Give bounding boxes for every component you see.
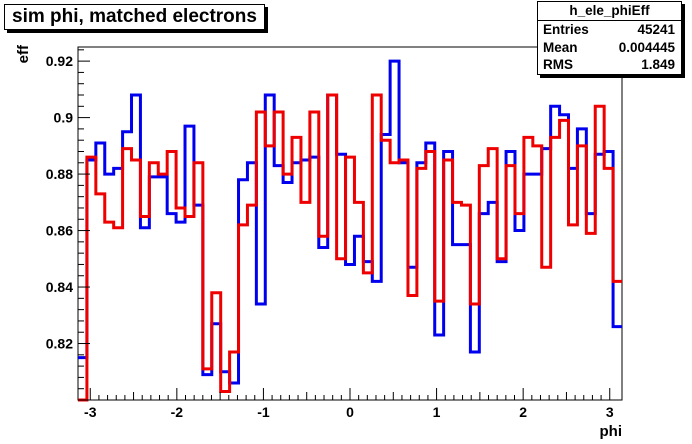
stats-name: h_ele_phiEff (538, 2, 681, 21)
y-tick-label: 0.92 (46, 53, 73, 69)
stats-box: h_ele_phiEff Entries 45241 Mean 0.004445… (537, 1, 682, 75)
x-tick-label: 0 (346, 404, 354, 420)
chart-title: sim phi, matched electrons (4, 4, 265, 30)
stats-mean-label: Mean (543, 39, 578, 55)
series-layer (78, 59, 622, 402)
stats-mean-value: 0.004445 (618, 39, 675, 55)
y-axis-label: eff (15, 44, 32, 63)
x-tick-label: -3 (84, 404, 97, 420)
x-axis-label: phi (600, 423, 623, 440)
stats-row-mean: Mean 0.004445 (538, 39, 681, 57)
stats-row-rms: RMS 1.849 (538, 56, 681, 74)
y-tick-label: 0.9 (54, 110, 74, 126)
x-tick-label: -1 (257, 404, 270, 420)
x-tick-label: 1 (433, 404, 441, 420)
stats-entries-label: Entries (543, 22, 589, 37)
y-tick-label: 0.82 (46, 336, 73, 352)
stats-rms-value: 1.849 (641, 57, 675, 72)
y-axis: 0.82 0.84 0.86 0.88 0.9 0.92 (46, 49, 90, 401)
x-tick-label: 3 (606, 404, 614, 420)
series-line-red (78, 93, 622, 402)
stats-row-entries: Entries 45241 (538, 21, 681, 39)
series-line-blue (78, 59, 622, 385)
stats-entries-value: 45241 (637, 22, 675, 37)
y-tick-label: 0.88 (46, 166, 73, 182)
y-tick-label: 0.86 (46, 223, 73, 239)
x-tick-label: -2 (171, 404, 184, 420)
x-axis: -3 -2 -1 0 1 2 3 (84, 388, 614, 420)
y-tick-label: 0.84 (46, 279, 73, 295)
stats-rms-label: RMS (543, 57, 573, 72)
chart-title-text: sim phi, matched electrons (12, 6, 257, 27)
x-tick-label: 2 (519, 404, 527, 420)
